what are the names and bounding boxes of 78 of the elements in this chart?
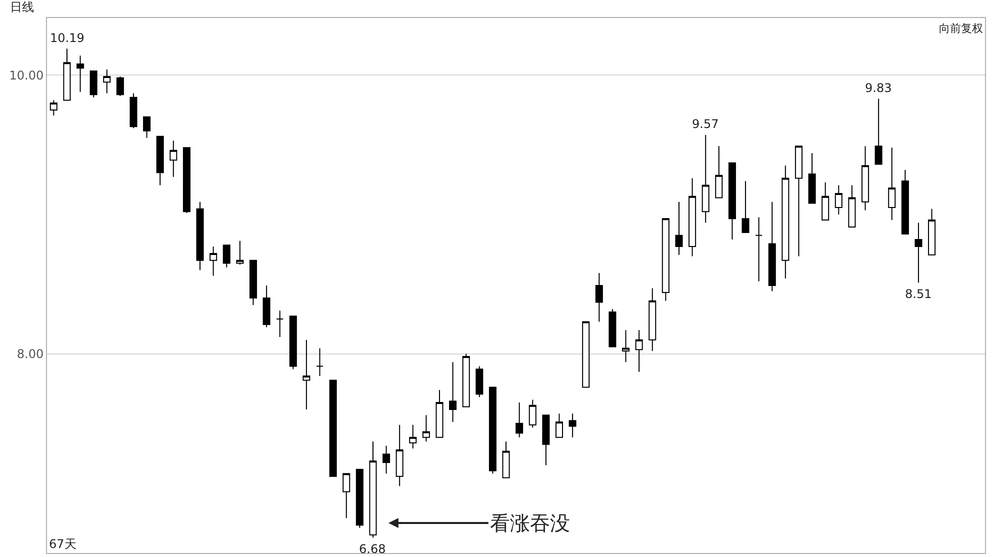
candlestick: [222, 244, 230, 268]
annotation: 9.57: [692, 117, 719, 131]
candlestick: [502, 441, 510, 478]
candlestick: [50, 100, 58, 116]
candlestick: [369, 441, 377, 538]
candlestick: [382, 445, 390, 474]
candlestick: [755, 216, 763, 282]
candlestick: [342, 473, 350, 519]
candlestick: [488, 386, 496, 474]
candlestick: [210, 246, 218, 276]
candlestick: [648, 288, 656, 352]
candlestick: [794, 146, 802, 257]
candlestick: [289, 316, 297, 370]
candlestick: [356, 468, 364, 528]
candlestick: [103, 69, 111, 94]
candlestick: [276, 310, 284, 338]
candlestick: [662, 218, 670, 302]
candlestick: [249, 260, 257, 306]
candlestick: [516, 402, 524, 438]
candlestick: [568, 413, 576, 438]
candlestick: [595, 272, 603, 322]
candlestick: [914, 222, 922, 284]
candlestick: [156, 136, 164, 186]
candlestick: [834, 184, 842, 215]
candlestick: [302, 339, 310, 410]
candlestick: [782, 165, 790, 280]
candlestick: [555, 413, 563, 438]
candlestick: [528, 399, 536, 428]
candlestick: [130, 92, 138, 129]
candlestick: [436, 389, 444, 438]
candlestick: [768, 201, 776, 292]
candlestick: [236, 240, 244, 266]
candlestick: [449, 362, 457, 423]
candlestick: [182, 147, 190, 214]
candlestick: [90, 70, 98, 98]
candlestick: [808, 152, 816, 204]
candlestick: [462, 353, 470, 408]
candlestick: [76, 55, 84, 92]
candlestick: [316, 348, 324, 377]
y-tick-label: 10.00: [9, 68, 44, 82]
annotation: 8.51: [905, 287, 932, 301]
candlestick: [143, 116, 151, 138]
candlestick: [422, 414, 430, 442]
candlestick: [329, 380, 337, 477]
candlestick: [170, 140, 178, 178]
annotation: 67天: [49, 537, 76, 551]
candlestick: [715, 146, 723, 198]
candlestick: [675, 201, 683, 256]
annotation: 10.19: [50, 31, 84, 45]
y-tick-label: 8.00: [16, 346, 44, 361]
candlestick: [742, 180, 750, 234]
text: 向前复权: [939, 22, 983, 35]
candlestick: [582, 321, 590, 388]
candlestick: [622, 330, 630, 363]
candlestick: [901, 169, 909, 234]
annotation: 6.68: [359, 542, 386, 556]
candlestick: [728, 162, 736, 240]
candlestick: [542, 414, 550, 466]
candlestick: [196, 201, 204, 271]
candlestick: [116, 76, 124, 97]
candlestick: [262, 285, 270, 328]
candlestick: [476, 366, 484, 398]
annotation: 看涨吞没: [490, 511, 570, 535]
candlestick: [688, 178, 696, 257]
candlestick: [822, 182, 830, 221]
candlestick: [862, 146, 870, 211]
candlestick: [874, 98, 882, 165]
candlestick: [63, 48, 71, 101]
candlestick: [702, 134, 710, 224]
candlestick: [608, 308, 616, 348]
candlestick: [635, 330, 643, 372]
chart-title: 日线: [10, 0, 34, 14]
annotation: 9.83: [865, 81, 892, 95]
candlestick: [848, 184, 856, 228]
candlestick: [396, 424, 404, 487]
candlestick: [409, 424, 417, 450]
candlestick: [888, 147, 896, 221]
candlestick: [928, 208, 936, 256]
